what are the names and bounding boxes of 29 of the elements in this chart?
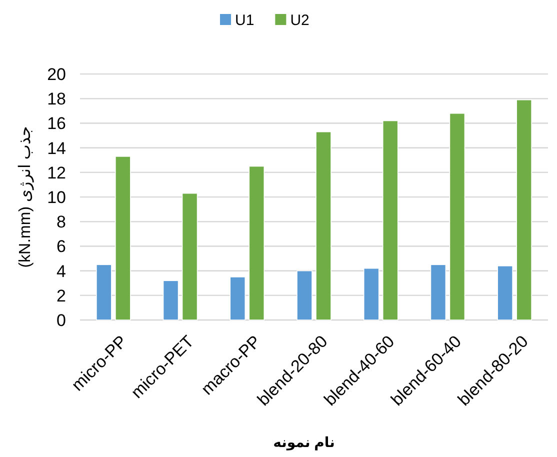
bar [430,264,446,320]
y-tick-label: 12 [47,163,66,182]
bar [382,120,398,320]
bar [96,264,112,320]
bar [230,276,246,320]
y-tick-label: 6 [56,237,66,256]
y-tick-label: 0 [56,311,66,330]
bar [363,268,380,320]
y-tick-label: 8 [56,212,66,232]
y-tick-label: 16 [47,114,66,134]
bar [248,166,265,320]
bar [497,265,513,320]
y-tick-label: 18 [47,90,66,109]
x-axis-title: نام نمونه [273,434,335,451]
y-tick-label: 4 [56,262,66,281]
y-tick-label: 2 [56,286,66,306]
y-tick-label: 14 [47,138,66,158]
legend-label: U1 [235,12,254,29]
y-tick-label: 10 [47,188,66,207]
bar [316,131,332,320]
y-axis-title: جذب انرژی (kN.mm) [17,126,34,268]
bar [296,270,312,320]
bar [182,192,198,320]
bar [516,99,532,320]
legend-label: U2 [290,12,310,29]
y-tick-label: 20 [47,65,66,84]
bar [162,280,179,320]
bar [115,156,131,320]
bar [449,112,466,320]
